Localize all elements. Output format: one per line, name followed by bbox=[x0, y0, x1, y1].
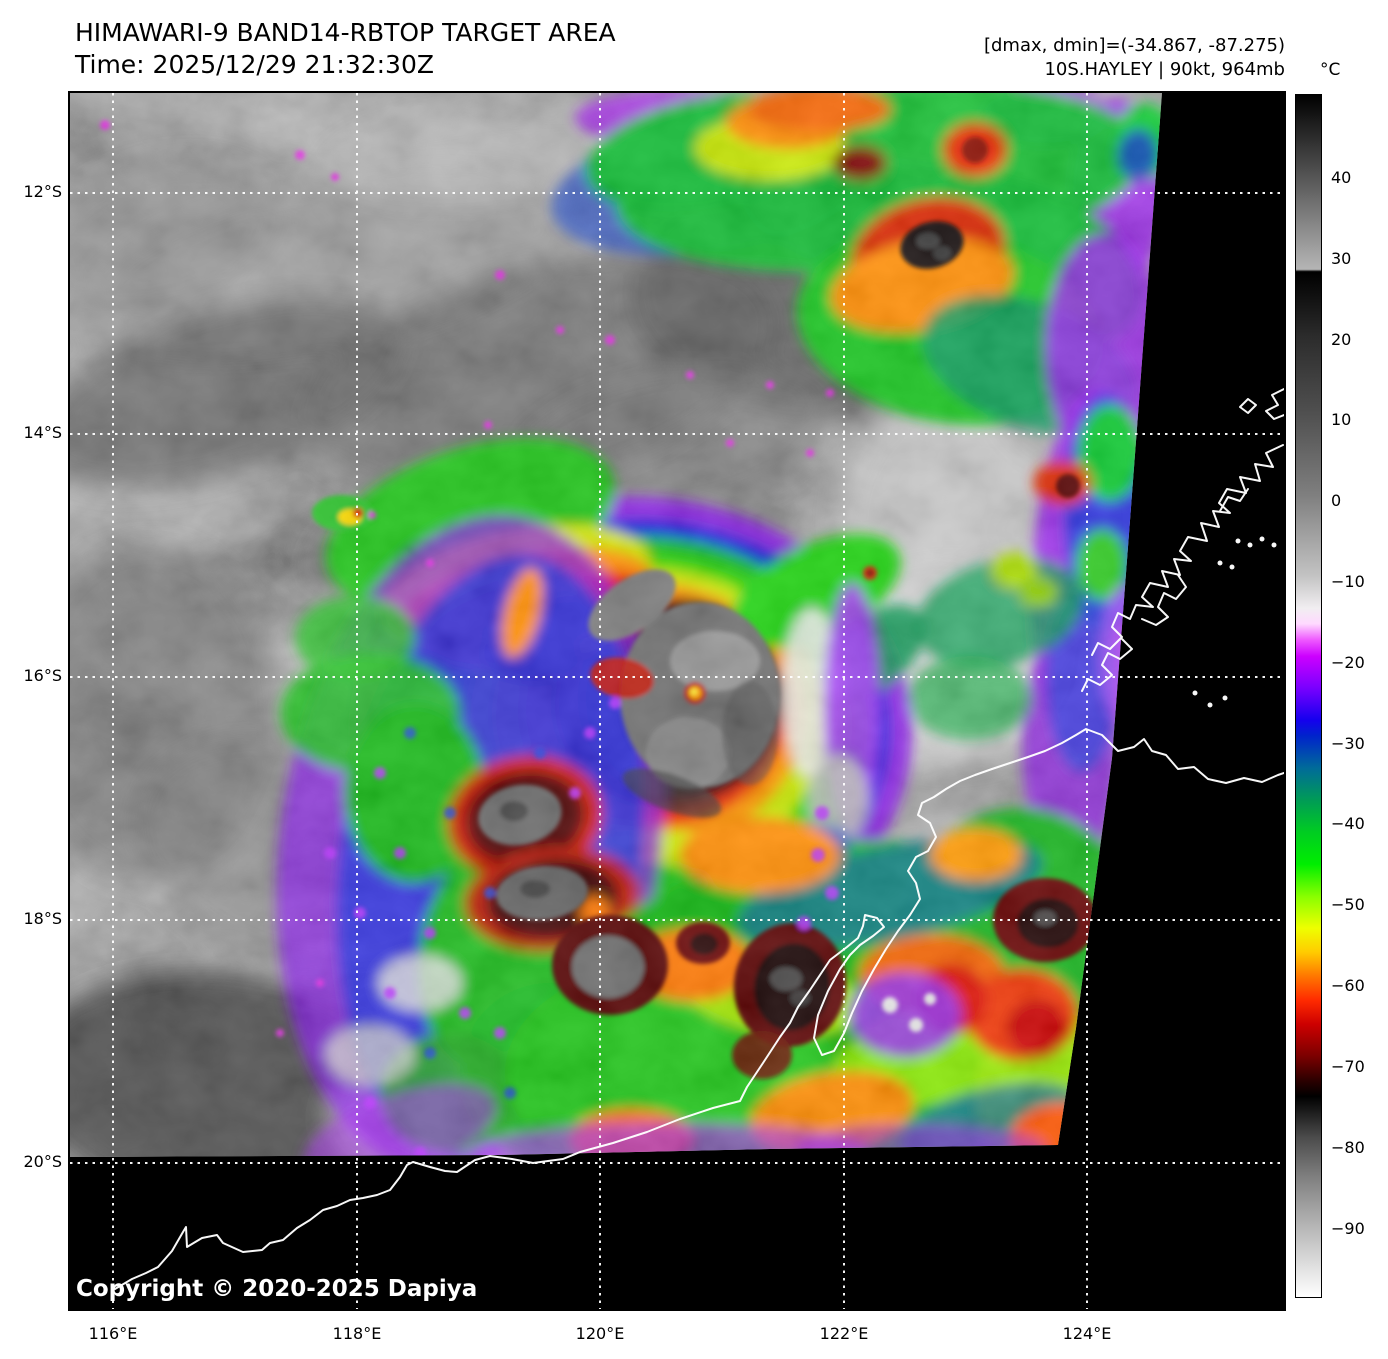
lat-label: 16°S bbox=[23, 666, 62, 685]
lat-label: 18°S bbox=[23, 909, 62, 928]
colorbar-tick: −60 bbox=[1331, 976, 1365, 995]
colorbar-tick: −80 bbox=[1331, 1138, 1365, 1157]
colorbar-tick: 30 bbox=[1331, 249, 1352, 268]
lon-label: 124°E bbox=[1062, 1324, 1112, 1343]
colorbar-tick: 10 bbox=[1331, 410, 1352, 429]
colorbar-tick: −10 bbox=[1331, 572, 1365, 591]
lon-label: 122°E bbox=[819, 1324, 869, 1343]
dmax-dmin-readout: [dmax, dmin]=(-34.867, -87.275) bbox=[983, 35, 1285, 56]
satellite-map-canvas bbox=[70, 93, 1284, 1309]
lat-label: 14°S bbox=[23, 423, 62, 442]
colorbar-tick: −50 bbox=[1331, 895, 1365, 914]
colorbar-tick: −90 bbox=[1331, 1219, 1365, 1238]
gridlines bbox=[70, 93, 1284, 1309]
lat-label: 12°S bbox=[23, 182, 62, 201]
colorbar-gradient bbox=[1295, 94, 1322, 1298]
colorbar-tick: −70 bbox=[1331, 1057, 1365, 1076]
lon-label: 116°E bbox=[88, 1324, 138, 1343]
lat-label: 20°S bbox=[23, 1152, 62, 1171]
copyright-watermark: Copyright © 2020-2025 Dapiya bbox=[76, 1276, 478, 1302]
colorbar-tick: −20 bbox=[1331, 653, 1365, 672]
colorbar-tick: −40 bbox=[1331, 814, 1365, 833]
lon-label: 120°E bbox=[575, 1324, 625, 1343]
lon-label: 118°E bbox=[332, 1324, 382, 1343]
timestamp: Time: 2025/12/29 21:32:30Z bbox=[75, 50, 434, 79]
satellite-map bbox=[68, 91, 1286, 1311]
colorbar-tick: 20 bbox=[1331, 330, 1352, 349]
colorbar-tick: 40 bbox=[1331, 168, 1352, 187]
data-swath bbox=[70, 93, 1162, 1157]
coastline bbox=[114, 388, 1284, 1290]
colorbar-tick: −30 bbox=[1331, 734, 1365, 753]
storm-info: 10S.HAYLEY | 90kt, 964mb bbox=[1044, 59, 1285, 81]
colorbar-unit-label: °C bbox=[1320, 60, 1341, 80]
page-title: HIMAWARI-9 BAND14-RBTOP TARGET AREA bbox=[75, 18, 616, 47]
colorbar-tick: 0 bbox=[1331, 491, 1342, 510]
header-right: [dmax, dmin]=(-34.867, -87.275) 10S.HAYL… bbox=[700, 34, 1285, 83]
